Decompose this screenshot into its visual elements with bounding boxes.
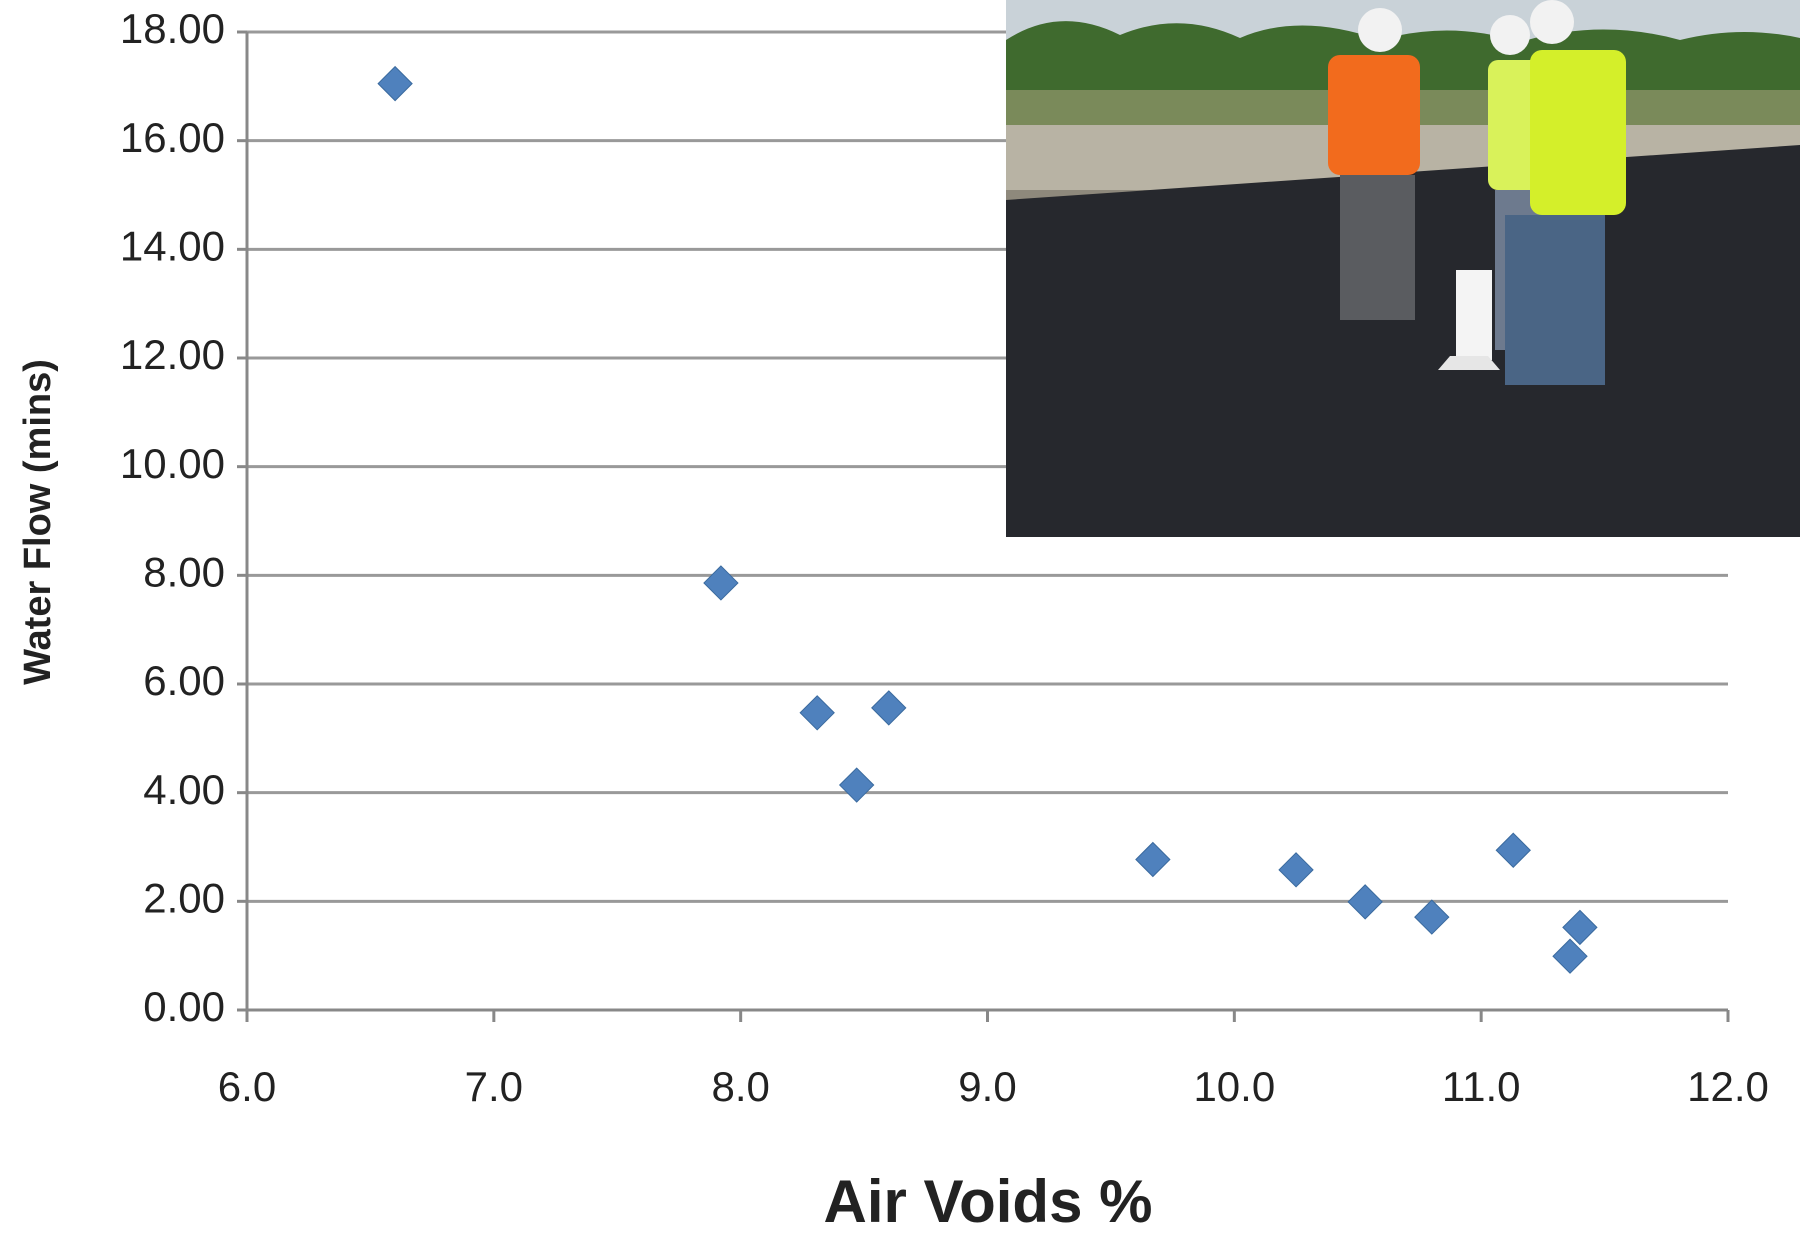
data-point (1552, 938, 1588, 974)
data-point (1347, 884, 1383, 920)
y-tick-label: 16.00 (120, 114, 225, 161)
data-point (871, 690, 907, 726)
data-point (838, 767, 875, 803)
y-tick-label: 6.00 (143, 657, 225, 704)
y-axis-title: Water Flow (mins) (17, 359, 59, 685)
x-tick-label: 11.0 (1442, 1063, 1521, 1110)
y-tick-label: 12.00 (120, 331, 225, 378)
x-tick-label: 8.0 (711, 1063, 769, 1110)
y-tick-label: 18.00 (120, 5, 225, 52)
data-point (703, 565, 739, 601)
x-tick-label: 9.0 (958, 1063, 1016, 1110)
data-point (1135, 841, 1171, 878)
worker (1328, 8, 1420, 320)
y-tick-label: 10.00 (120, 440, 225, 487)
data-point (799, 695, 835, 731)
y-tick-label: 8.00 (143, 548, 225, 595)
y-tick-label: 4.00 (143, 766, 225, 813)
x-axis-title: Air Voids % (824, 1168, 1153, 1235)
x-tick-label: 7.0 (465, 1063, 523, 1110)
x-tick-label: 12.0 (1687, 1063, 1769, 1110)
permeameter (1438, 270, 1500, 370)
x-tick-label: 6.0 (218, 1063, 276, 1110)
data-point (1495, 832, 1531, 868)
y-tick-label: 14.00 (120, 222, 225, 269)
y-tick-label: 2.00 (143, 874, 225, 921)
x-tick-label: 10.0 (1193, 1063, 1275, 1110)
worker (1505, 0, 1626, 385)
data-point (1414, 899, 1450, 935)
data-point (1562, 909, 1598, 946)
data-point (1278, 852, 1314, 888)
site-photo (1006, 0, 1800, 537)
data-point (377, 65, 413, 102)
y-tick-label: 0.00 (143, 983, 225, 1030)
